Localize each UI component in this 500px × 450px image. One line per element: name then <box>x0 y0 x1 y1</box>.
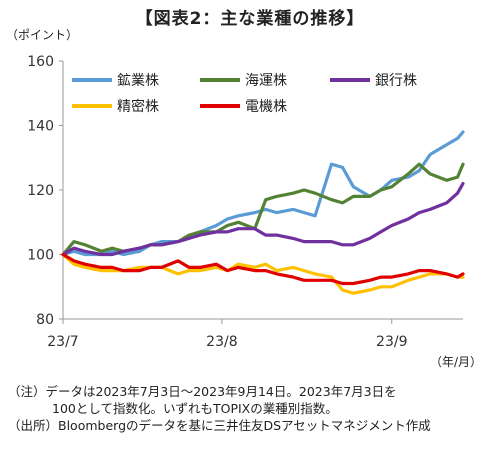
y-axis-unit: （ポイント） <box>6 28 79 42</box>
y-tick-label: 160 <box>27 54 54 70</box>
source-line: （出所）Bloombergのデータを基に三井住友DSアセットマネジメント作成 <box>8 418 431 433</box>
legend-label-3: 精密株 <box>117 98 159 115</box>
series-line-0 <box>61 130 465 257</box>
chart-title: 【図表2：主な業種の推移】 <box>135 9 365 29</box>
legend-label-1: 海運株 <box>245 73 287 89</box>
note-line-1: （注）データは2023年7月3日～2023年9月14日。2023年7月3日を <box>8 384 397 399</box>
legend-label-0: 鉱業株 <box>117 72 159 89</box>
x-axis-unit: （年/月） <box>430 355 483 369</box>
note-line-2: 100として指数化。いずれもTOPIXの業種別指数。 <box>52 401 338 416</box>
legend-label-4: 電機株 <box>245 99 287 115</box>
x-tick-label: 23/7 <box>47 334 78 350</box>
y-tick-label: 140 <box>27 119 54 135</box>
series-line-4 <box>61 252 465 286</box>
series-line-2 <box>61 181 465 257</box>
series-line-1 <box>61 162 465 257</box>
y-tick-label: 100 <box>27 248 54 264</box>
y-tick-label: 120 <box>27 183 54 199</box>
x-tick-label: 23/8 <box>206 334 237 350</box>
x-tick-label: 23/9 <box>376 334 407 350</box>
legend-label-2: 銀行株 <box>375 73 417 89</box>
y-tick-label: 80 <box>36 312 54 328</box>
